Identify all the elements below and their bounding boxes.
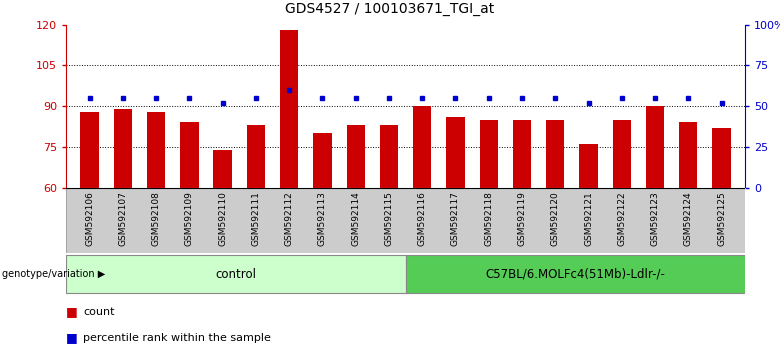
- Bar: [246, 125, 265, 188]
- Text: control: control: [215, 268, 257, 281]
- Bar: [380, 125, 398, 188]
- Text: GSM592106: GSM592106: [85, 191, 94, 246]
- Bar: [346, 125, 365, 188]
- Text: GSM592121: GSM592121: [584, 191, 593, 246]
- Text: GSM592120: GSM592120: [551, 191, 560, 246]
- Bar: [147, 112, 165, 188]
- Text: GSM592114: GSM592114: [351, 191, 360, 246]
- Text: GSM592110: GSM592110: [218, 191, 227, 246]
- Text: GSM592123: GSM592123: [651, 191, 660, 246]
- Bar: [679, 122, 697, 188]
- Text: GSM592116: GSM592116: [418, 191, 427, 246]
- Bar: [546, 120, 565, 188]
- Bar: [66, 255, 406, 293]
- Text: genotype/variation ▶: genotype/variation ▶: [2, 269, 105, 279]
- Bar: [280, 30, 298, 188]
- Text: GSM592107: GSM592107: [119, 191, 127, 246]
- Text: count: count: [83, 307, 115, 317]
- Bar: [80, 112, 99, 188]
- Bar: [446, 117, 465, 188]
- Text: GSM592111: GSM592111: [251, 191, 261, 246]
- Text: GSM592125: GSM592125: [717, 191, 726, 246]
- Text: GSM592117: GSM592117: [451, 191, 460, 246]
- Bar: [480, 120, 498, 188]
- Text: GSM592118: GSM592118: [484, 191, 493, 246]
- Bar: [646, 106, 665, 188]
- Bar: [413, 106, 431, 188]
- Text: GSM592112: GSM592112: [285, 191, 294, 246]
- Text: GSM592108: GSM592108: [151, 191, 161, 246]
- Bar: [612, 120, 631, 188]
- Text: ■: ■: [66, 331, 78, 344]
- Bar: [712, 128, 731, 188]
- Bar: [580, 144, 597, 188]
- Text: C57BL/6.MOLFc4(51Mb)-Ldlr-/-: C57BL/6.MOLFc4(51Mb)-Ldlr-/-: [485, 268, 665, 281]
- Bar: [180, 122, 199, 188]
- Bar: [214, 150, 232, 188]
- Bar: [406, 255, 745, 293]
- Bar: [114, 109, 132, 188]
- Text: GSM592109: GSM592109: [185, 191, 194, 246]
- Text: ■: ■: [66, 306, 78, 319]
- Text: GDS4527 / 100103671_TGI_at: GDS4527 / 100103671_TGI_at: [285, 2, 495, 16]
- Text: GSM592119: GSM592119: [517, 191, 526, 246]
- Text: GSM592113: GSM592113: [318, 191, 327, 246]
- Bar: [513, 120, 531, 188]
- Text: GSM592122: GSM592122: [617, 191, 626, 246]
- Text: GSM592124: GSM592124: [684, 191, 693, 246]
- Bar: [314, 133, 332, 188]
- Text: percentile rank within the sample: percentile rank within the sample: [83, 333, 271, 343]
- Text: GSM592115: GSM592115: [385, 191, 393, 246]
